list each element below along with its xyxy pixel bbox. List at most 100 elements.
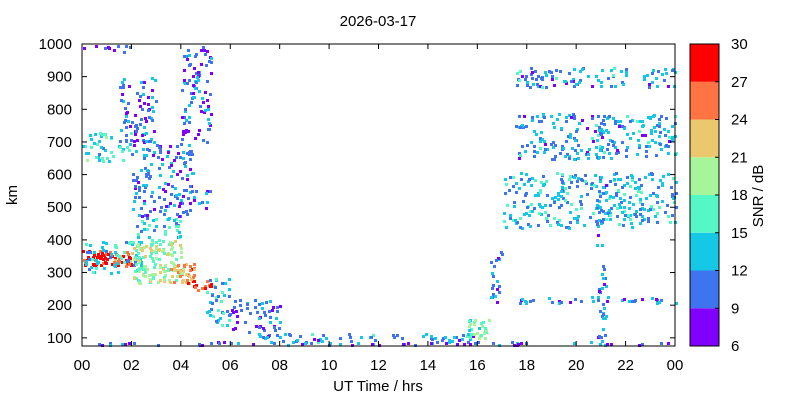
echo-cell [473,333,476,336]
echo-cell [519,217,522,220]
echo-cell [602,303,605,306]
echo-cell [518,157,521,160]
echo-cell [530,203,533,206]
echo-cell [189,150,192,153]
echo-cell [518,115,521,118]
echo-cell [657,186,660,189]
echo-cell [612,196,615,199]
echo-cell [469,336,472,339]
echo-cell [606,148,609,151]
echo-cell [197,289,200,292]
echo-cell [553,201,556,204]
echo-cell [650,205,653,208]
echo-cell [130,264,133,267]
echo-cell [133,258,136,261]
echo-cell [472,335,475,338]
echo-cell [313,338,316,341]
echo-cell [610,69,613,72]
echo-cell [289,334,292,337]
echo-cell [138,256,141,259]
echo-cell [524,150,527,153]
echo-cell [150,195,153,198]
echo-cell [598,335,601,338]
echo-cell [95,267,98,270]
echo-cell [99,255,102,258]
echo-cell [236,321,239,324]
echo-cell [118,257,121,260]
colorbar-tick-label: 21 [731,149,748,166]
echo-cell [156,144,159,147]
echo-cell [596,206,599,209]
echo-cell [146,214,149,217]
echo-cell [602,218,605,221]
echo-cell [274,329,277,332]
echo-cell [222,312,225,315]
echo-cell [204,91,207,94]
echo-cell [159,266,162,269]
echo-cell [514,219,517,222]
echo-cell [603,115,606,118]
echo-cell [575,208,578,211]
echo-cell [135,192,138,195]
echo-cell [620,70,623,73]
echo-cell [140,81,143,84]
echo-cell [654,215,657,218]
echo-cell [601,315,604,318]
echo-cell [573,217,576,220]
echo-cell [185,273,188,276]
echo-cell [109,342,112,345]
echo-cell [567,135,570,138]
echo-cell [592,140,595,143]
echo-cell [533,150,536,153]
echo-cell [576,185,579,188]
echo-cell [99,257,102,260]
echo-cell [638,144,641,147]
echo-cell [142,86,145,89]
echo-cell [102,262,105,265]
echo-cell [576,128,579,131]
echo-cell [187,130,190,133]
echo-cell [560,195,563,198]
echo-cell [136,92,139,95]
echo-cell [484,327,487,330]
echo-cell [170,162,173,165]
echo-cell [185,119,188,122]
echo-cell [184,165,187,168]
echo-cell [574,149,577,152]
echo-cell [609,180,612,183]
echo-cell [613,204,616,207]
echo-cell [138,280,141,283]
echo-cell [613,67,616,70]
echo-cell [292,341,295,344]
echo-cell [598,200,601,203]
echo-cell [100,264,103,267]
echo-cell [605,285,608,288]
echo-cell [601,287,604,290]
echo-cell [623,193,626,196]
echo-cell [524,194,527,197]
echo-cell [675,181,678,184]
echo-cell [531,71,534,74]
echo-cell [592,300,595,303]
echo-cell [648,86,651,89]
echo-cell [171,246,174,249]
echo-cell [523,115,526,118]
echo-cell [159,151,162,154]
echo-cell [129,241,132,244]
echo-cell [545,86,548,89]
echo-cell [182,157,185,160]
echo-cell [119,140,122,143]
echo-cell [641,120,644,123]
echo-cell [559,70,562,73]
echo-cell [210,61,213,64]
echo-cell [262,327,265,330]
echo-cell [608,115,611,118]
echo-cell [143,246,146,249]
echo-cell [595,124,598,127]
echo-cell [210,283,213,286]
echo-cell [271,309,274,312]
echo-cell [110,136,113,139]
echo-cell [550,143,553,146]
echo-cell [521,145,524,148]
echo-cell [120,257,123,260]
